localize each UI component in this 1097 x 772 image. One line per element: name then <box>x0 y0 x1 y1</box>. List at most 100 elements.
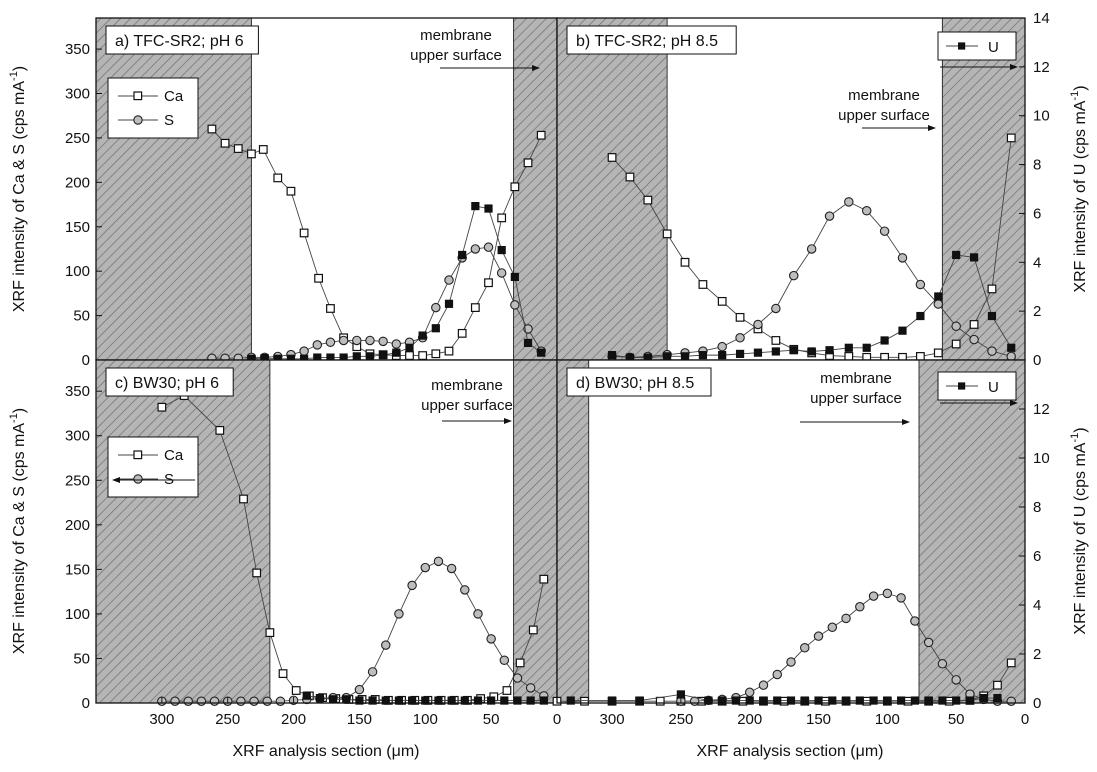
panel-2: 0 2 4 6 8 10 12 14 b) TFC-SR2; pH 8.5 membrane upp… <box>556 10 1050 369</box>
annotation-membrane-upper-surface: membrane upper surface <box>421 377 513 414</box>
point-S <box>861 206 872 216</box>
arrow-head <box>902 419 910 425</box>
shaded-region <box>556 359 590 704</box>
point-S <box>937 659 948 669</box>
point-U <box>862 343 871 352</box>
point-S <box>473 609 483 619</box>
point-Ca <box>536 130 546 140</box>
point-Ca <box>418 351 428 360</box>
point-S <box>827 622 838 633</box>
point-U <box>1007 343 1016 352</box>
y-tick-label: 100 <box>65 606 90 623</box>
point-Ca <box>662 229 672 239</box>
point-Ca <box>607 153 617 162</box>
point-S <box>391 339 402 349</box>
point-U <box>381 696 390 705</box>
point-U <box>663 352 672 361</box>
point-U <box>841 696 851 705</box>
point-S <box>789 270 799 281</box>
point-Ca <box>625 172 635 182</box>
point-S <box>844 197 854 207</box>
point-U <box>328 695 338 704</box>
point-S <box>170 696 180 706</box>
point-Ca <box>1006 133 1016 143</box>
point-Ca <box>969 320 979 329</box>
point-S <box>744 687 755 698</box>
point-S <box>262 696 272 706</box>
point-S <box>969 334 979 345</box>
point-S <box>915 279 926 290</box>
y-right-tick-label: 10 <box>1033 108 1050 125</box>
shaded-region <box>513 359 558 704</box>
point-S <box>381 640 391 650</box>
y-right-tick-label: 6 <box>1033 548 1041 565</box>
x-tick-label: 0 <box>553 711 561 728</box>
y-tick-label: 50 <box>73 650 90 667</box>
panel-label: a) TFC-SR2; pH 6 <box>115 33 244 50</box>
point-U <box>392 348 401 357</box>
point-U <box>969 253 979 262</box>
point-S <box>236 696 246 706</box>
y-tick-label: 300 <box>65 86 90 103</box>
y-tick-label: 300 <box>65 428 90 445</box>
shaded-region <box>513 17 558 361</box>
point-U <box>979 694 988 703</box>
point-Ca <box>528 625 538 635</box>
point-S <box>183 696 193 706</box>
point-U <box>566 696 575 705</box>
x-tick-label: 200 <box>737 711 762 728</box>
point-U <box>635 696 644 705</box>
point-U <box>352 352 361 361</box>
point-S <box>951 321 961 331</box>
point-S <box>470 244 481 254</box>
x-axis-title-left: XRF analysis section (μm) <box>232 743 419 760</box>
point-Ca <box>862 696 872 706</box>
point-Ca <box>247 149 256 159</box>
point-U <box>510 272 519 282</box>
point-Ca <box>265 628 275 638</box>
point-S <box>378 336 388 347</box>
x-tick-label: 250 <box>215 711 240 728</box>
point-Ca <box>220 138 230 148</box>
point-S <box>772 669 782 680</box>
point-Ca <box>405 351 414 360</box>
point-S <box>433 556 444 567</box>
point-Ca <box>286 186 296 196</box>
point-U <box>916 311 925 321</box>
x-tick-label: 150 <box>806 711 831 728</box>
point-U <box>379 351 388 360</box>
point-U <box>789 346 798 355</box>
y-right-tick-label: 4 <box>1033 254 1041 271</box>
shaded-region <box>95 17 252 361</box>
point-Ca <box>457 328 467 338</box>
x-tick-label: 50 <box>948 711 965 728</box>
point-U <box>365 352 375 361</box>
panel-label-box <box>105 25 259 55</box>
point-S <box>407 580 417 591</box>
point-U <box>735 349 745 358</box>
point-U <box>987 311 997 321</box>
point-U <box>408 696 417 705</box>
point-U <box>418 331 427 340</box>
point-U <box>844 343 853 352</box>
panel-3: 0 50 100 150 200 250 300 350 300 250 200 150 100 50 0 c… <box>65 359 561 728</box>
point-U <box>952 250 961 260</box>
point-Ca <box>502 686 512 695</box>
point-Ca <box>278 669 288 678</box>
x-tick-label: 250 <box>668 711 693 728</box>
point-S <box>753 319 763 330</box>
y-right-tick-label: 12 <box>1033 401 1050 418</box>
x-tick-label: 100 <box>875 711 900 728</box>
point-S <box>855 602 865 612</box>
legend-box <box>107 77 199 139</box>
point-S <box>275 696 286 706</box>
point-S <box>444 275 454 285</box>
point-S <box>882 588 893 599</box>
y-tick-label: 250 <box>65 472 90 489</box>
point-U <box>910 696 919 705</box>
point-S <box>897 253 908 263</box>
point-Ca <box>314 273 323 283</box>
point-S <box>717 341 727 352</box>
y-tick-label: 0 <box>82 695 90 712</box>
point-Ca <box>431 349 441 359</box>
